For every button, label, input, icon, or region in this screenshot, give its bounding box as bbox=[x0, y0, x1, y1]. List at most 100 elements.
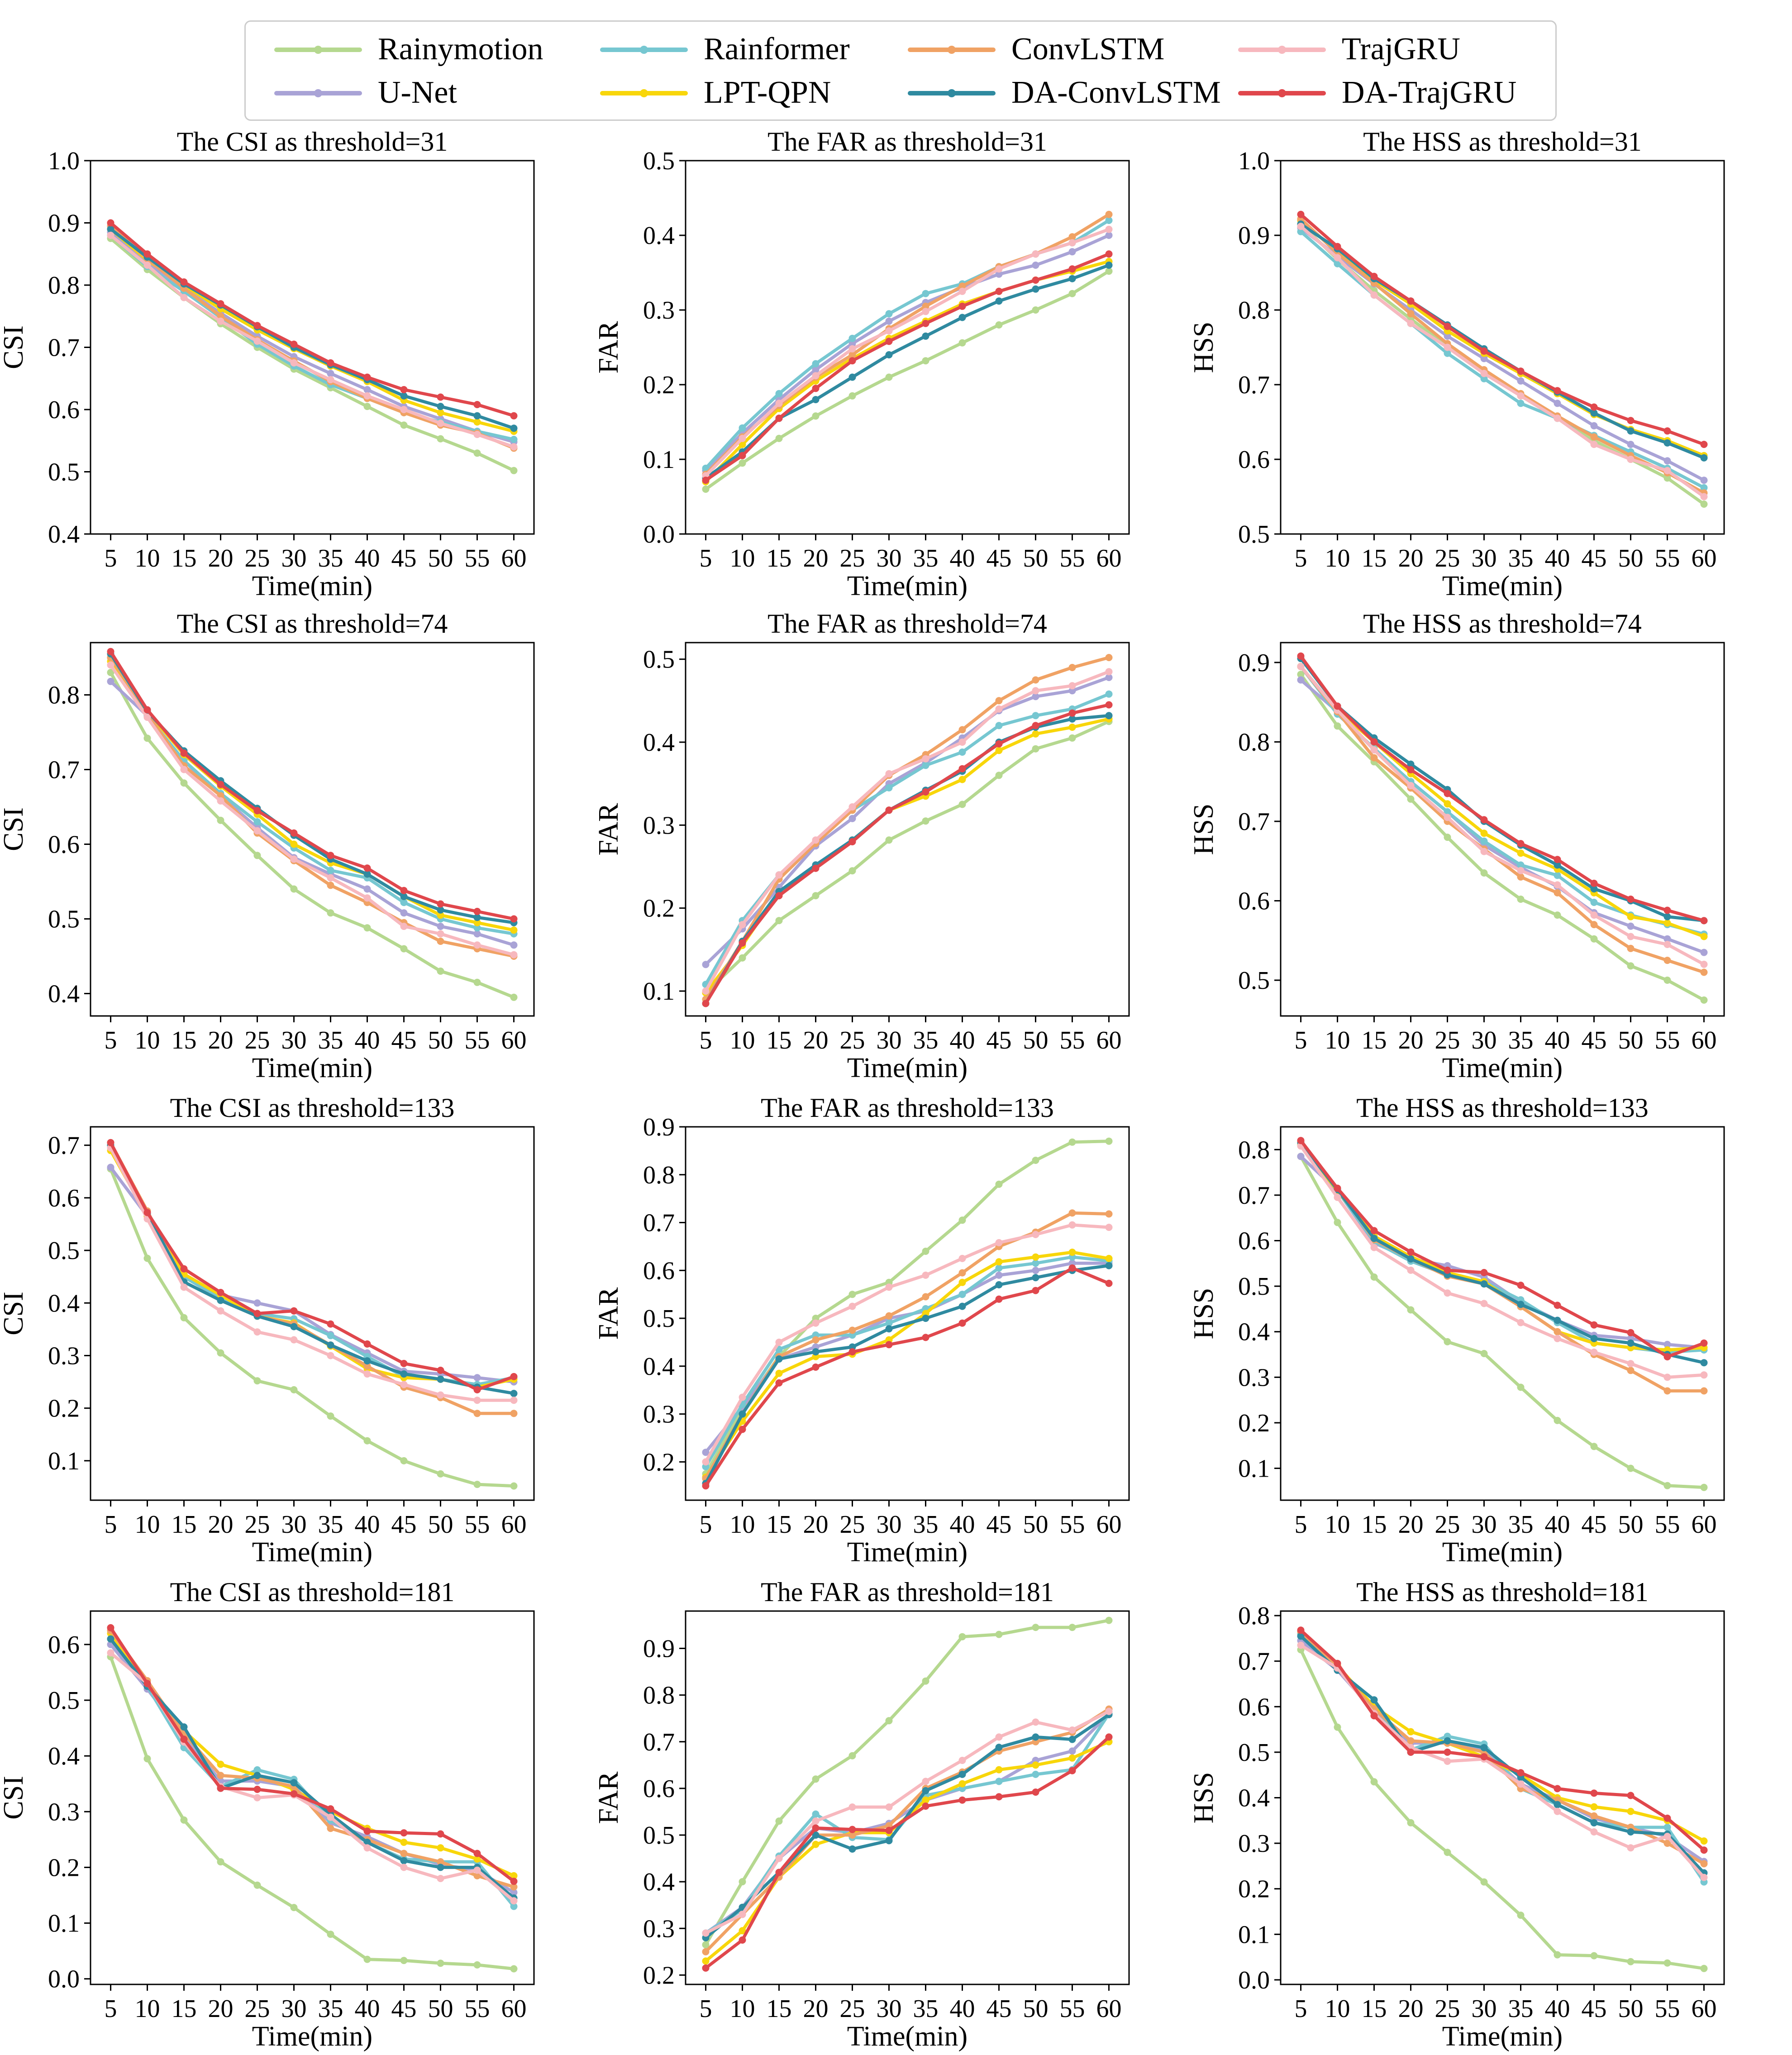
series-rainformer bbox=[107, 654, 518, 938]
data-point bbox=[1334, 1184, 1341, 1192]
x-tick-label: 25 bbox=[1435, 544, 1460, 572]
data-point bbox=[739, 921, 746, 929]
data-point bbox=[1032, 730, 1039, 738]
data-point bbox=[1297, 663, 1305, 670]
data-point bbox=[1068, 734, 1076, 742]
y-tick-label: 0.0 bbox=[643, 520, 675, 548]
data-point bbox=[510, 467, 518, 474]
y-tick-label: 0.7 bbox=[1238, 808, 1270, 836]
x-tick-label: 45 bbox=[391, 1026, 416, 1054]
series-line-trajgru bbox=[1299, 1144, 1706, 1379]
series-lpt-qpn bbox=[107, 658, 518, 934]
data-point bbox=[1105, 668, 1113, 676]
data-point bbox=[400, 893, 408, 900]
data-point bbox=[1590, 1349, 1598, 1356]
data-point bbox=[1068, 1624, 1076, 1631]
data-point bbox=[1407, 297, 1415, 305]
data-point bbox=[739, 434, 746, 442]
data-point bbox=[1370, 291, 1378, 299]
series-line-u-net bbox=[704, 676, 1110, 966]
data-point bbox=[1700, 501, 1708, 508]
series-convlstm bbox=[1297, 215, 1708, 497]
data-point bbox=[253, 1786, 261, 1793]
data-point bbox=[958, 1254, 966, 1262]
data-point bbox=[1105, 1262, 1113, 1269]
data-point bbox=[1068, 1209, 1076, 1217]
data-point bbox=[848, 373, 856, 381]
series-u-net bbox=[702, 674, 1113, 968]
legend-marker bbox=[314, 89, 322, 97]
data-point bbox=[1627, 1329, 1635, 1336]
x-tick-label: 5 bbox=[105, 1511, 117, 1539]
series-rainformer bbox=[1297, 1141, 1708, 1356]
plot-frame bbox=[685, 642, 1130, 1017]
series-line-lpt-qpn bbox=[704, 717, 1110, 995]
x-tick-label: 15 bbox=[172, 1026, 197, 1054]
data-point bbox=[702, 1000, 710, 1007]
data-point bbox=[739, 939, 746, 947]
data-point bbox=[1297, 1632, 1305, 1640]
data-point bbox=[253, 827, 261, 834]
data-point bbox=[958, 302, 966, 310]
series-line-convlstm bbox=[109, 1629, 515, 1888]
x-tick-label: 50 bbox=[428, 1026, 453, 1054]
x-tick-label: 55 bbox=[464, 544, 490, 572]
data-point bbox=[1334, 260, 1341, 267]
series-line-convlstm bbox=[1299, 1140, 1706, 1392]
series-line-rainymotion bbox=[704, 720, 1110, 995]
data-point bbox=[739, 1878, 746, 1886]
x-tick-label: 40 bbox=[354, 1026, 380, 1054]
data-point bbox=[1032, 693, 1039, 701]
data-point bbox=[1590, 1819, 1598, 1826]
data-point bbox=[1068, 233, 1076, 241]
y-tick-label: 0.7 bbox=[643, 1209, 675, 1237]
series-line-da-convlstm bbox=[1299, 657, 1706, 922]
series-rainymotion bbox=[1297, 671, 1708, 1004]
data-point bbox=[885, 310, 893, 318]
data-point bbox=[1663, 957, 1671, 964]
y-tick-label: 0.4 bbox=[48, 1289, 80, 1317]
data-point bbox=[1663, 1823, 1671, 1831]
y-tick-label: 0.6 bbox=[48, 396, 80, 424]
series-rainymotion bbox=[702, 718, 1113, 997]
x-tick-label: 5 bbox=[700, 544, 712, 572]
x-tick-label: 15 bbox=[767, 1995, 792, 2023]
x-tick-label: 10 bbox=[730, 1511, 755, 1539]
data-point bbox=[217, 816, 224, 824]
data-point bbox=[1590, 1321, 1598, 1329]
data-point bbox=[290, 1904, 298, 1912]
data-point bbox=[400, 1829, 408, 1837]
data-point bbox=[702, 1449, 710, 1456]
data-point bbox=[812, 1824, 820, 1832]
x-axis-label: Time(min) bbox=[1442, 571, 1563, 601]
data-point bbox=[107, 232, 114, 239]
data-point bbox=[327, 1341, 334, 1349]
data-point bbox=[1480, 355, 1488, 362]
y-tick-label: 0.5 bbox=[48, 1687, 80, 1715]
series-rainformer bbox=[107, 1141, 518, 1388]
y-tick-label: 0.0 bbox=[48, 1965, 80, 1993]
data-point bbox=[180, 294, 188, 301]
data-point bbox=[1334, 722, 1341, 730]
series-line-rainformer bbox=[704, 692, 1110, 986]
y-tick-label: 0.5 bbox=[643, 1821, 675, 1850]
series-rainformer bbox=[702, 1253, 1113, 1470]
data-point bbox=[473, 908, 481, 915]
legend: Rainymotion Rainformer ConvLSTM TrajGRU U-Ne… bbox=[244, 20, 1557, 121]
data-point bbox=[848, 340, 856, 348]
data-point bbox=[510, 1482, 518, 1490]
series-u-net bbox=[1297, 676, 1708, 956]
data-point bbox=[400, 406, 408, 413]
data-point bbox=[1663, 1340, 1671, 1348]
data-point bbox=[327, 1320, 334, 1328]
chart-10: The CSI as threshold=181 5 10 15 20 25 30 35 40 4… bbox=[0, 1577, 535, 2052]
data-point bbox=[510, 1897, 518, 1905]
data-point bbox=[327, 1352, 334, 1359]
data-point bbox=[473, 941, 481, 949]
data-point bbox=[1627, 1807, 1635, 1815]
y-tick-label: 0.4 bbox=[643, 729, 675, 757]
data-point bbox=[1517, 840, 1525, 848]
data-point bbox=[885, 770, 893, 777]
data-point bbox=[1627, 1464, 1635, 1472]
data-point bbox=[1068, 664, 1076, 671]
